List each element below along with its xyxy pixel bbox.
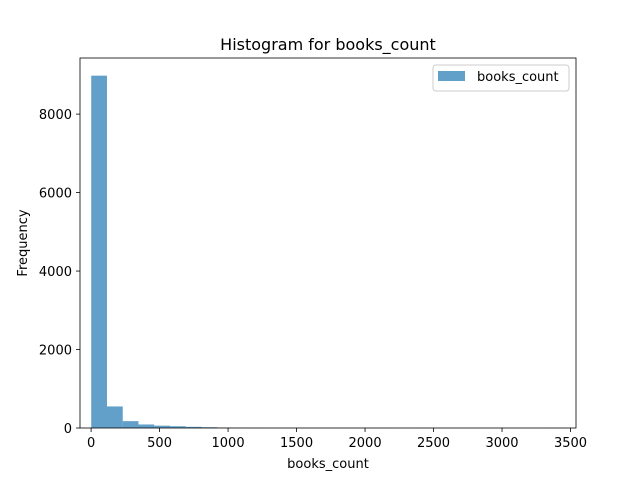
x-tick-label: 3500 [554, 436, 587, 451]
x-tick-label: 2500 [417, 436, 450, 451]
histogram-bar [169, 426, 186, 428]
legend-box [432, 64, 570, 92]
x-tick-label: 1500 [280, 436, 313, 451]
legend-swatch [438, 71, 465, 81]
x-tick-label: 0 [87, 436, 95, 451]
y-tick-label: 8000 [39, 108, 72, 123]
histogram-bar [154, 425, 170, 428]
y-axis-label: Frequency [16, 209, 31, 276]
plot-frame [79, 57, 577, 429]
x-tick-label: 1000 [212, 436, 245, 451]
y-tick-label: 6000 [39, 187, 72, 202]
chart-title: Histogram for books_count [220, 35, 436, 55]
x-tick-label: 3000 [485, 436, 518, 451]
x-tick-label: 2000 [349, 436, 382, 451]
x-axis-ticks: 0 500 1000 1500 2000 2500 3000 3500 [87, 428, 587, 451]
y-tick-label: 2000 [39, 344, 72, 359]
histogram-bar [122, 421, 139, 428]
x-tick-label: 500 [147, 436, 172, 451]
legend: books_count [432, 64, 570, 92]
y-tick-label: 4000 [39, 265, 72, 280]
y-tick-label: 0 [64, 422, 72, 437]
y-axis-ticks: 0 2000 4000 6000 8000 [39, 108, 80, 437]
histogram-bar [138, 424, 155, 428]
histogram-bar [91, 75, 107, 428]
histogram-bar [106, 406, 123, 428]
legend-label: books_count [477, 70, 559, 85]
histogram-bar [185, 426, 202, 428]
histogram-bars [91, 75, 564, 428]
x-axis-label: books_count [287, 457, 369, 472]
